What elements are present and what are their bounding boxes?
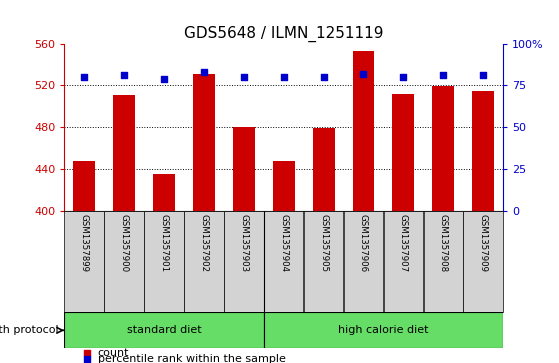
Bar — [424, 211, 463, 312]
Point — [280, 74, 288, 80]
Bar — [64, 312, 264, 348]
Text: GSM1357904: GSM1357904 — [279, 213, 288, 272]
Text: GSM1357903: GSM1357903 — [239, 213, 248, 272]
Text: GSM1357907: GSM1357907 — [399, 213, 408, 272]
Bar — [153, 174, 175, 211]
Text: GSM1357902: GSM1357902 — [200, 213, 209, 272]
Text: growth protocol: growth protocol — [0, 325, 59, 335]
Text: standard diet: standard diet — [127, 325, 201, 335]
Text: GSM1357906: GSM1357906 — [359, 213, 368, 272]
Point — [82, 350, 91, 356]
Point — [200, 69, 209, 75]
Bar — [273, 162, 295, 211]
Title: GDS5648 / ILMN_1251119: GDS5648 / ILMN_1251119 — [184, 26, 383, 42]
Bar — [64, 211, 104, 312]
Text: GSM1357899: GSM1357899 — [80, 213, 89, 272]
Bar — [304, 211, 343, 312]
Point — [479, 72, 487, 78]
Bar — [233, 127, 255, 211]
Text: GSM1357909: GSM1357909 — [479, 213, 487, 272]
Point — [82, 356, 91, 362]
Bar — [463, 211, 503, 312]
Bar — [184, 211, 224, 312]
Point — [120, 72, 129, 78]
Bar — [105, 211, 144, 312]
Bar — [392, 94, 414, 211]
Text: GSM1357900: GSM1357900 — [120, 213, 129, 272]
Point — [239, 74, 248, 80]
Bar — [383, 211, 423, 312]
Bar — [472, 90, 494, 211]
Point — [319, 74, 328, 80]
Point — [80, 74, 89, 80]
Text: GSM1357908: GSM1357908 — [439, 213, 448, 272]
Bar — [193, 74, 215, 211]
Text: count: count — [98, 348, 129, 358]
Text: GSM1357905: GSM1357905 — [319, 213, 328, 272]
Bar — [344, 211, 383, 312]
Bar — [113, 95, 135, 211]
Bar — [73, 162, 95, 211]
Point — [359, 71, 368, 77]
Bar — [144, 211, 184, 312]
Text: high calorie diet: high calorie diet — [338, 325, 429, 335]
Bar — [224, 211, 263, 312]
Point — [439, 72, 448, 78]
Bar — [264, 211, 304, 312]
Bar — [264, 312, 503, 348]
Point — [159, 76, 168, 82]
Text: GSM1357901: GSM1357901 — [159, 213, 168, 272]
Bar — [312, 128, 334, 211]
Bar — [353, 51, 375, 211]
Text: percentile rank within the sample: percentile rank within the sample — [98, 354, 286, 363]
Bar — [432, 86, 454, 211]
Point — [399, 74, 408, 80]
